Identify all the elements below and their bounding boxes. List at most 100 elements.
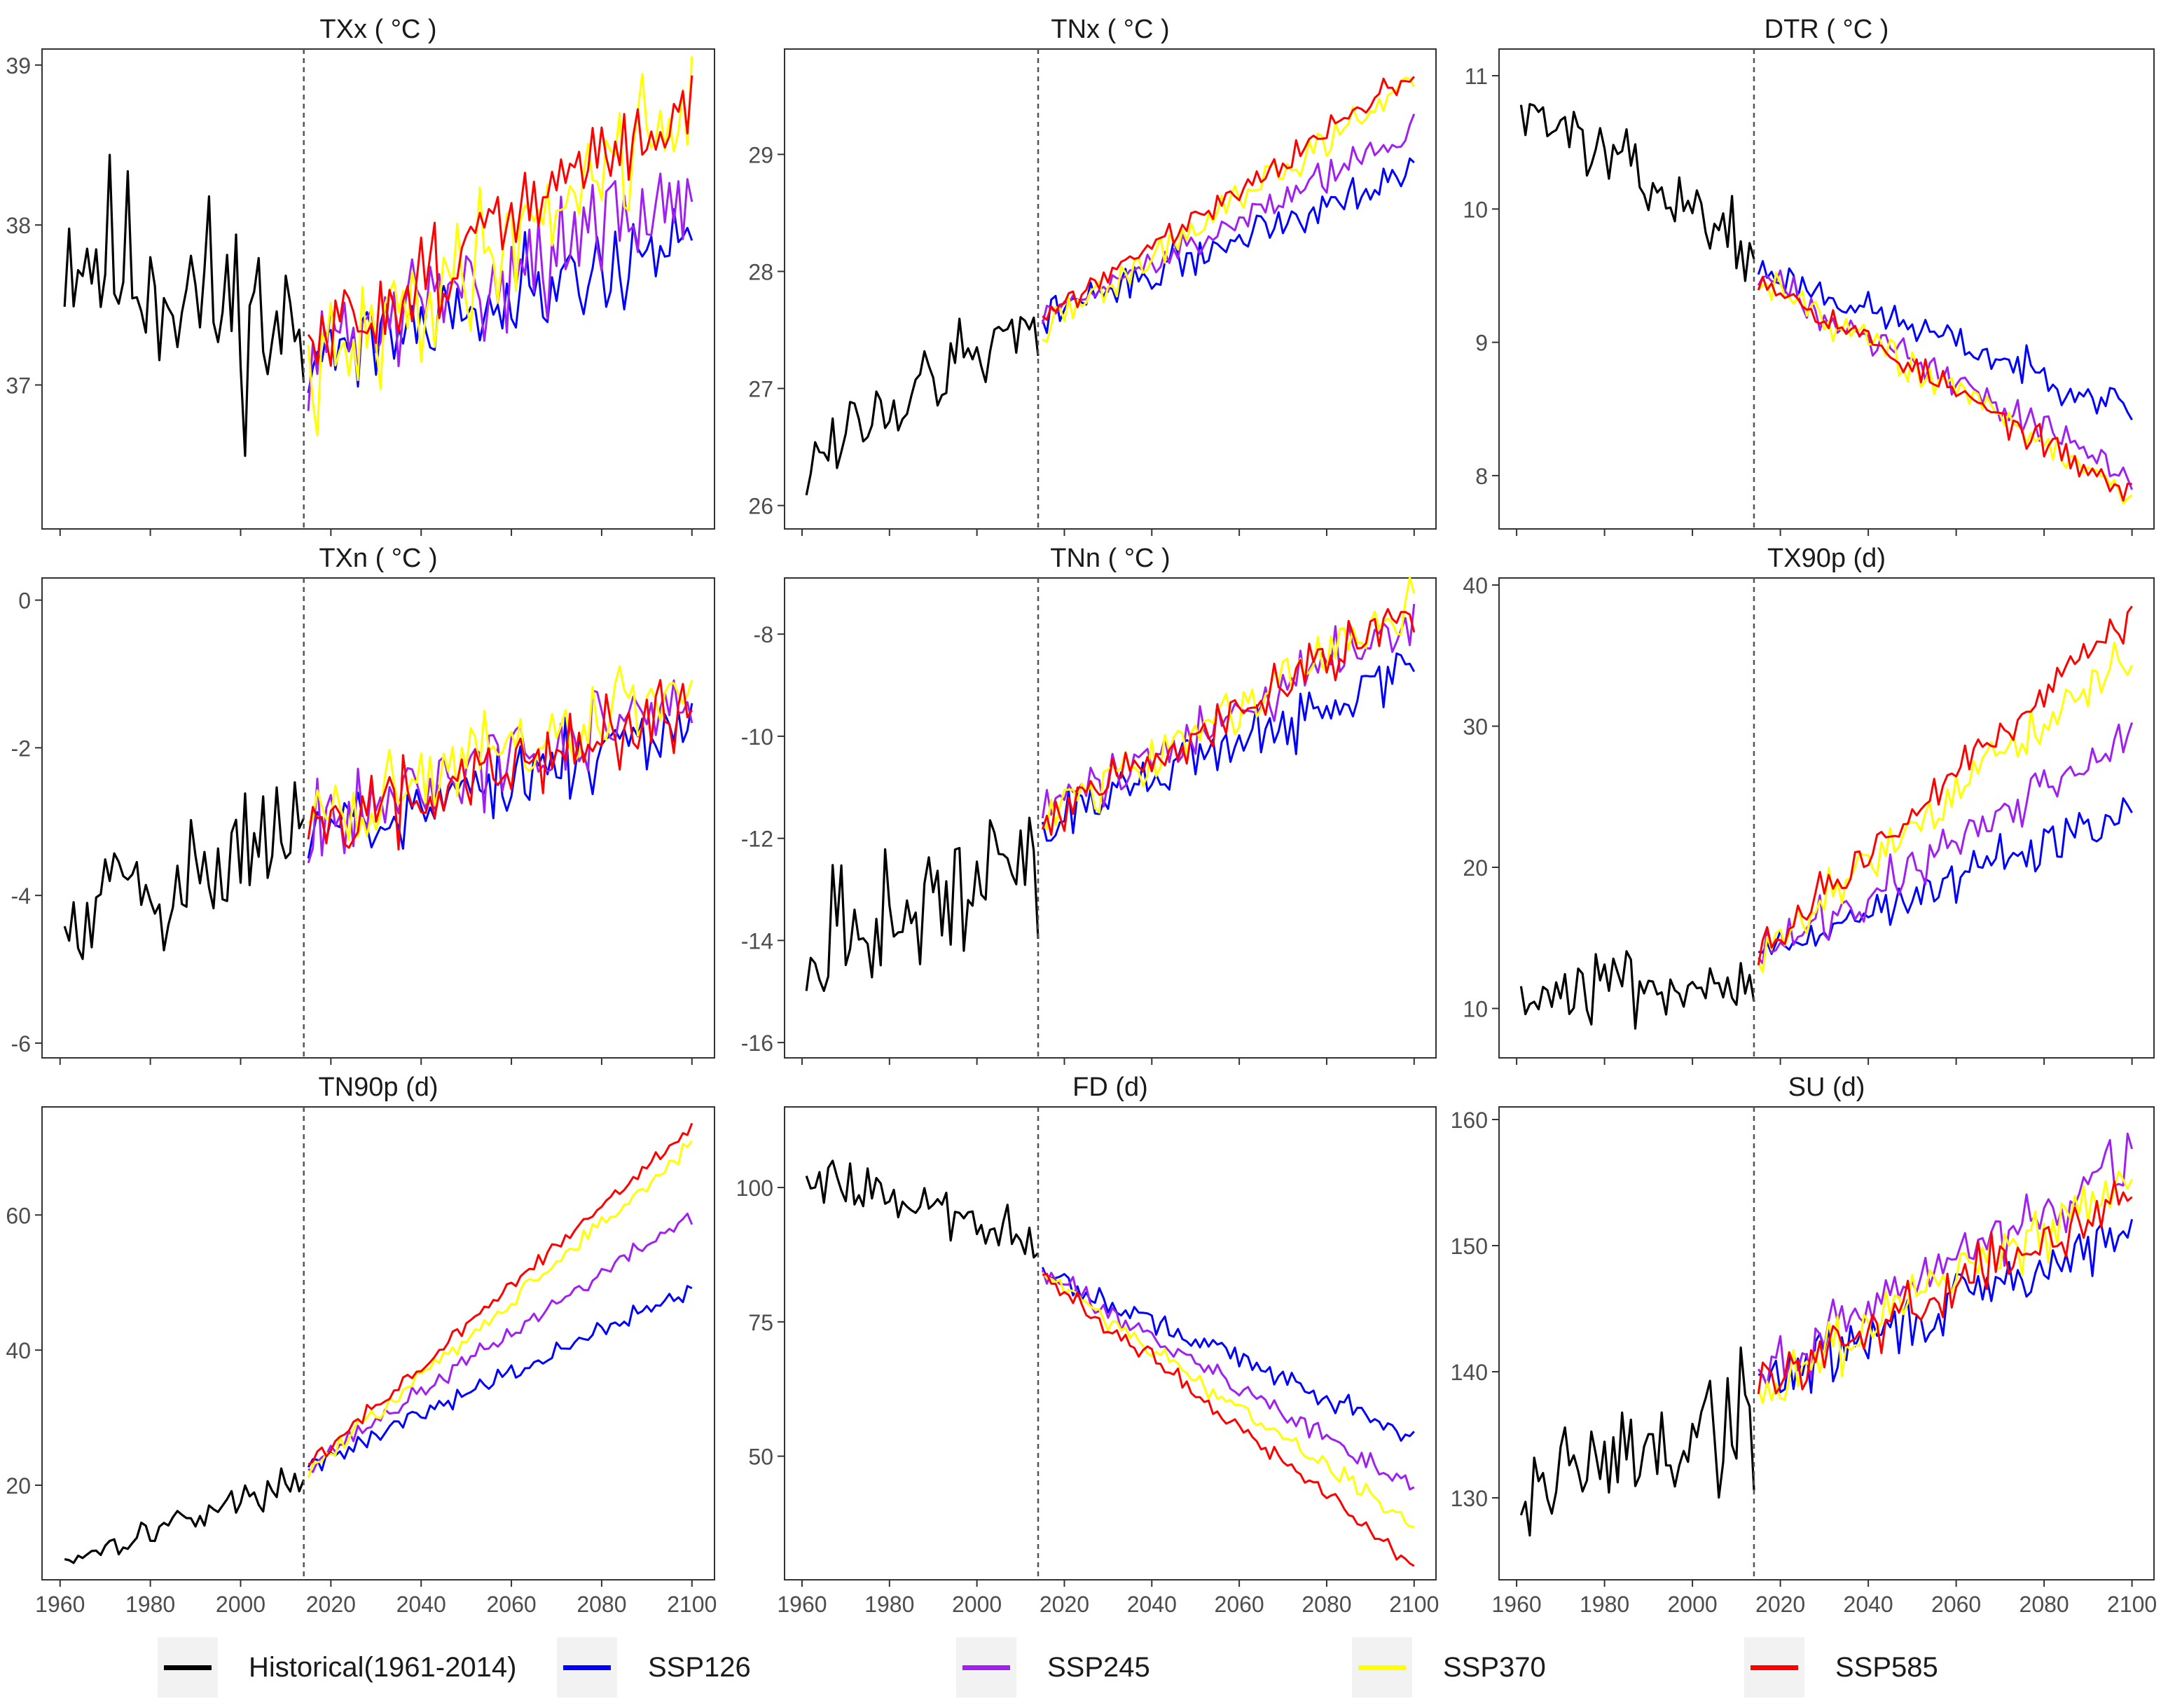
x-tick-label: 1960 xyxy=(777,1592,827,1617)
legend-item-ssp585: SSP585 xyxy=(1744,1632,1938,1702)
series-line-ssp126 xyxy=(1041,157,1415,334)
y-tick-label: 75 xyxy=(748,1310,773,1335)
x-tick-label: 1980 xyxy=(1580,1592,1629,1617)
panel-frame xyxy=(41,577,715,1059)
panel-title: TNx ( °C ) xyxy=(1051,15,1169,44)
panel-title: FD (d) xyxy=(1072,1073,1148,1102)
x-tick-label: 2000 xyxy=(1668,1592,1718,1617)
x-tick-label: 2000 xyxy=(952,1592,1002,1617)
x-tick-label: 2100 xyxy=(667,1592,717,1617)
series-line-ssp585 xyxy=(1042,1272,1415,1567)
x-tick-label: 2100 xyxy=(1389,1592,1439,1617)
legend-swatch-ssp245 xyxy=(962,1665,1010,1670)
y-tick-label: 8 xyxy=(1475,464,1488,489)
series-line-ssp585 xyxy=(1757,605,2133,966)
panel-title: DTR ( °C ) xyxy=(1765,15,1889,44)
y-tick-label: 60 xyxy=(6,1203,31,1228)
series-line-ssp585 xyxy=(308,1122,693,1466)
legend-item-historical: Historical(1961-2014) xyxy=(158,1632,516,1702)
legend-item-ssp370: SSP370 xyxy=(1352,1632,1546,1702)
y-tick-label: 11 xyxy=(1465,64,1488,89)
x-tick-label: 2080 xyxy=(2019,1592,2069,1617)
series-line-ssp370 xyxy=(1757,1170,2133,1405)
y-tick-label: -16 xyxy=(741,1031,773,1056)
x-tick-label: 2060 xyxy=(486,1592,536,1617)
x-tick-label: 1960 xyxy=(35,1592,85,1617)
y-tick-label: -4 xyxy=(11,883,31,909)
figure-panels: TXx ( °C ) 37 38 39 TNx ( °C ) 26 27 28 29 DTR ( … xyxy=(6,15,2157,1617)
x-tick-label: 2060 xyxy=(1931,1592,1981,1617)
series-line-ssp245 xyxy=(1757,269,2133,490)
y-tick-label: 20 xyxy=(6,1473,31,1499)
y-tick-label: 29 xyxy=(748,142,773,167)
series-line-ssp370 xyxy=(307,1140,693,1478)
series-line-ssp585 xyxy=(307,75,693,367)
x-tick-label: 2020 xyxy=(1040,1592,1089,1617)
panel-frame xyxy=(1498,48,2155,530)
panel-2: DTR ( °C ) 8 9 10 11 xyxy=(1463,15,2155,536)
y-tick-label: 10 xyxy=(1463,197,1488,222)
legend: Historical(1961-2014) SSP126 SSP245 SSP3… xyxy=(0,1632,2168,1702)
series-line-historical xyxy=(1519,103,1755,282)
series-line-ssp245 xyxy=(1757,1132,2134,1386)
series-line-ssp126 xyxy=(1757,260,2133,420)
y-tick-label: 37 xyxy=(6,373,31,399)
panel-title: TXx ( °C ) xyxy=(319,15,436,44)
series-line-ssp370 xyxy=(1757,641,2133,974)
x-tick-label: 1960 xyxy=(1492,1592,1542,1617)
series-line-ssp585 xyxy=(1041,607,1416,836)
series-line-ssp585 xyxy=(307,679,693,850)
panel-frame xyxy=(41,1106,715,1580)
series-line-historical xyxy=(63,781,305,960)
y-tick-label: 130 xyxy=(1451,1486,1488,1511)
series-line-historical xyxy=(805,1159,1040,1259)
y-tick-label: -6 xyxy=(11,1031,31,1056)
panel-3: TXn ( °C ) -6 -4 -2 0 xyxy=(11,544,715,1065)
y-tick-label: 28 xyxy=(748,259,773,284)
series-line-ssp370 xyxy=(1042,1272,1414,1528)
x-tick-label: 2080 xyxy=(576,1592,626,1617)
y-tick-label: 27 xyxy=(748,377,773,402)
panel-title: TN90p (d) xyxy=(318,1073,438,1102)
series-line-ssp126 xyxy=(307,1285,693,1472)
y-tick-label: 10 xyxy=(1463,996,1488,1021)
x-tick-label: 2040 xyxy=(1127,1592,1177,1617)
legend-item-ssp126: SSP126 xyxy=(557,1632,751,1702)
y-tick-label: 150 xyxy=(1451,1234,1488,1259)
x-tick-label: 2040 xyxy=(1844,1592,1893,1617)
series-line-ssp245 xyxy=(308,1212,693,1473)
y-tick-label: 20 xyxy=(1463,855,1488,881)
panel-title: TNn ( °C ) xyxy=(1050,544,1170,573)
y-tick-label: 26 xyxy=(748,494,773,519)
series-line-ssp585 xyxy=(1757,275,2132,502)
y-tick-label: -2 xyxy=(11,736,31,761)
series-line-historical xyxy=(63,153,305,457)
series-line-ssp126 xyxy=(1758,797,2133,956)
y-tick-label: 140 xyxy=(1451,1360,1488,1385)
panel-0: TXx ( °C ) 37 38 39 xyxy=(6,15,715,536)
series-line-ssp245 xyxy=(1041,1269,1415,1491)
x-tick-label: 1980 xyxy=(125,1592,175,1617)
series-line-ssp370 xyxy=(307,56,693,436)
panel-frame xyxy=(784,1106,1437,1580)
y-tick-label: 38 xyxy=(6,213,31,238)
series-line-historical xyxy=(805,816,1040,992)
y-tick-label: 30 xyxy=(1463,715,1488,740)
series-line-historical xyxy=(64,1467,305,1564)
series-line-ssp585 xyxy=(1757,1180,2133,1395)
series-line-historical xyxy=(1519,950,1755,1030)
x-tick-label: 2020 xyxy=(1755,1592,1805,1617)
y-tick-label: 0 xyxy=(18,588,31,614)
panel-title: TXn ( °C ) xyxy=(319,544,437,573)
y-tick-label: 40 xyxy=(1463,573,1488,598)
series-line-ssp585 xyxy=(1042,76,1415,321)
x-tick-label: 2040 xyxy=(396,1592,446,1617)
y-tick-label: 40 xyxy=(6,1338,31,1363)
legend-swatch-ssp585 xyxy=(1751,1665,1798,1670)
panel-5: TX90p (d) 10 20 30 40 xyxy=(1463,544,2155,1065)
legend-label-ssp585: SSP585 xyxy=(1835,1651,1938,1683)
panel-8: SU (d) 130 140 150 160 1960 1980 2000 2020 2040 20… xyxy=(1451,1073,2157,1617)
y-tick-label: 160 xyxy=(1451,1108,1488,1133)
series-line-ssp370 xyxy=(308,665,693,841)
